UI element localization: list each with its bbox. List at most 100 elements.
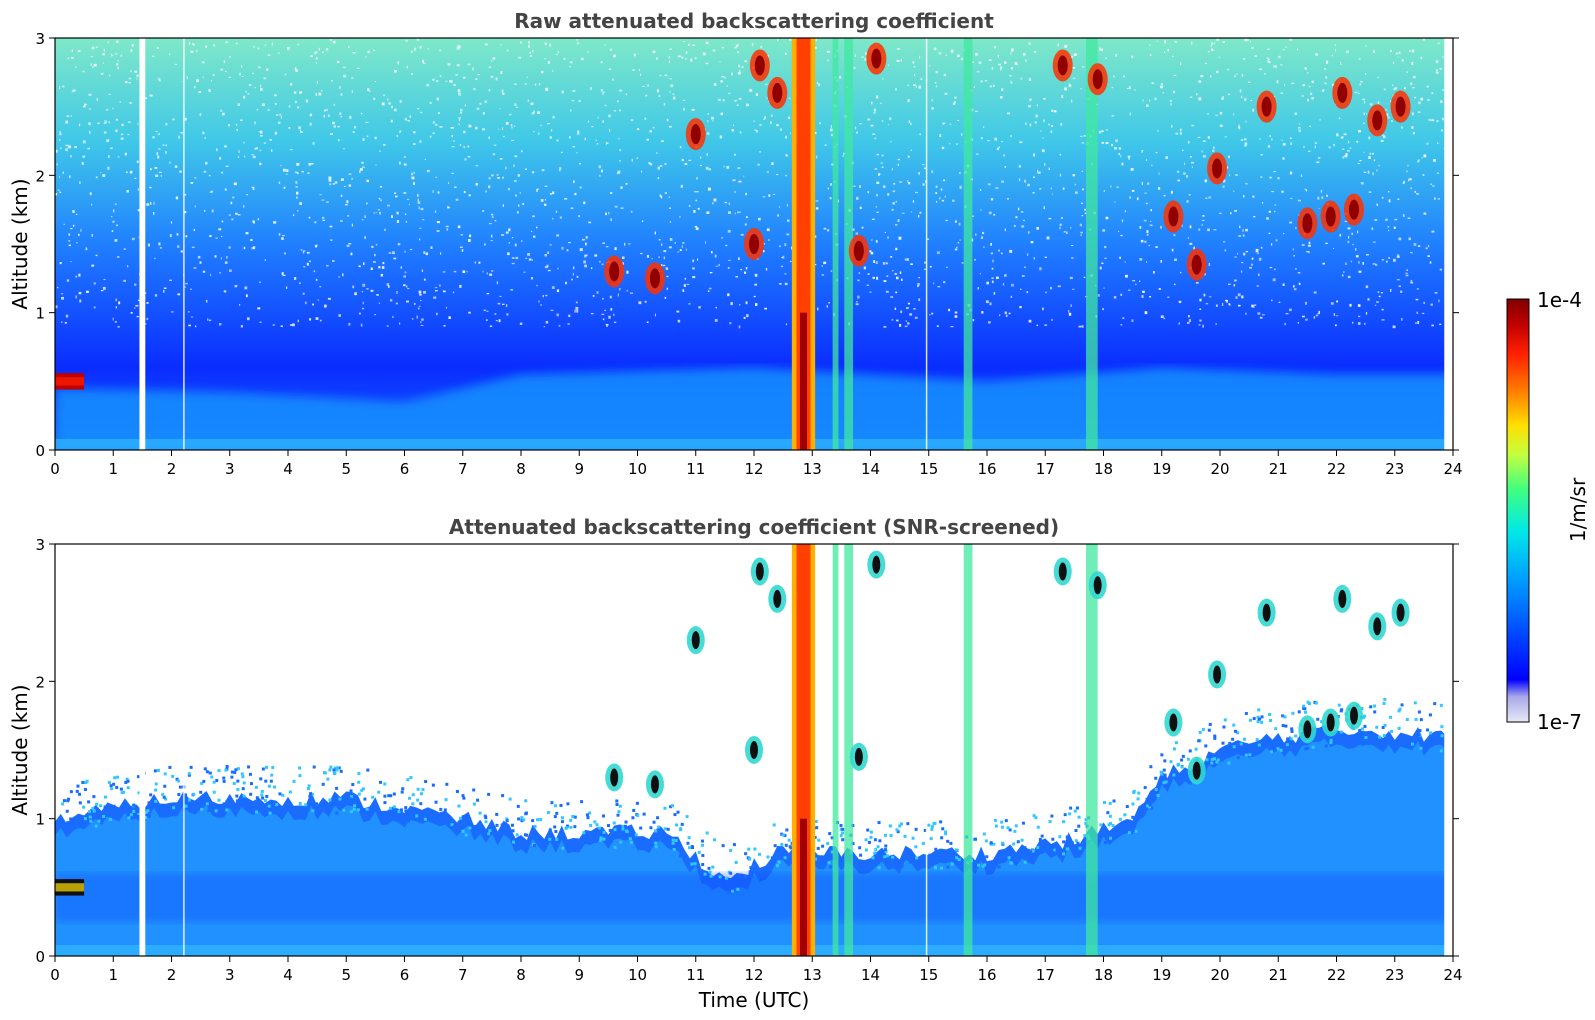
- noise-dot: [1427, 255, 1431, 257]
- noise-dot: [1290, 142, 1292, 145]
- edge-dot: [1036, 825, 1040, 829]
- noise-dot: [1233, 190, 1235, 192]
- noise-dot: [75, 213, 78, 215]
- edge-dot: [410, 813, 414, 817]
- noise-dot: [296, 162, 300, 166]
- noise-dot: [1369, 152, 1371, 155]
- noise-dot: [549, 136, 552, 139]
- noise-dot: [939, 134, 942, 138]
- edge-dot: [1208, 722, 1212, 726]
- noise-dot: [497, 177, 500, 179]
- noise-dot: [425, 252, 429, 256]
- noise-dot: [328, 176, 332, 180]
- edge-dot: [690, 846, 694, 850]
- noise-dot: [95, 176, 98, 179]
- edge-dot: [1077, 824, 1081, 828]
- noise-dot: [449, 80, 451, 83]
- noise-dot: [1255, 251, 1258, 253]
- noise-dot: [1254, 304, 1257, 306]
- noise-dot: [1007, 112, 1011, 115]
- noise-dot: [146, 317, 149, 321]
- edge-dot: [783, 856, 787, 860]
- noise-dot: [579, 162, 581, 165]
- edge-dot: [1381, 725, 1385, 729]
- noise-dot: [484, 100, 487, 103]
- noise-dot: [1242, 234, 1245, 237]
- noise-dot: [602, 93, 604, 95]
- edge-dot: [1255, 738, 1259, 742]
- noise-dot: [1146, 230, 1149, 234]
- noise-dot: [705, 166, 709, 170]
- noise-dot: [1225, 300, 1228, 303]
- noise-dot: [1104, 257, 1107, 259]
- noise-dot: [721, 75, 725, 78]
- noise-dot: [343, 74, 347, 78]
- noise-dot: [1270, 243, 1273, 246]
- noise-dot: [475, 165, 479, 167]
- noise-dot: [609, 295, 612, 299]
- noise-dot: [451, 145, 455, 148]
- noise-dot: [549, 193, 553, 195]
- edge-dot: [215, 778, 219, 782]
- cloud-core: [1191, 254, 1202, 275]
- noise-dot: [259, 149, 262, 152]
- noise-dot: [679, 146, 682, 149]
- noise-dot: [961, 57, 963, 61]
- noise-dot: [396, 211, 399, 215]
- noise-dot: [245, 91, 248, 93]
- noise-dot: [604, 309, 606, 312]
- noise-dot: [284, 73, 287, 76]
- edge-dot: [759, 869, 763, 873]
- noise-dot: [1051, 109, 1054, 112]
- edge-dot: [1023, 846, 1027, 850]
- noise-dot: [537, 132, 540, 135]
- noise-dot: [745, 267, 748, 270]
- noise-dot: [1372, 263, 1376, 265]
- noise-dot: [1413, 242, 1417, 246]
- edge-dot: [1361, 716, 1365, 720]
- noise-dot: [331, 80, 333, 82]
- noise-dot: [855, 303, 859, 306]
- edge-dot: [222, 802, 226, 806]
- noise-dot: [224, 145, 227, 148]
- noise-dot: [491, 216, 494, 218]
- noise-dot: [1072, 77, 1076, 80]
- noise-dot: [694, 57, 697, 60]
- noise-dot: [1070, 55, 1073, 59]
- noise-dot: [1410, 187, 1413, 190]
- noise-dot: [228, 214, 231, 216]
- noise-dot: [1028, 78, 1032, 81]
- noise-dot: [208, 89, 211, 92]
- noise-dot: [1230, 212, 1232, 215]
- edge-dot: [124, 780, 128, 784]
- noise-dot: [1118, 147, 1122, 150]
- noise-dot: [1396, 255, 1400, 258]
- noise-dot: [746, 103, 749, 107]
- noise-dot: [1053, 110, 1057, 113]
- noise-dot: [544, 266, 548, 269]
- edge-dot: [1285, 743, 1289, 747]
- noise-dot: [531, 171, 535, 174]
- noise-dot: [1352, 243, 1354, 246]
- edge-dot: [888, 824, 892, 828]
- edge-dot: [1329, 741, 1333, 745]
- noise-dot: [870, 251, 874, 255]
- edge-dot: [66, 821, 70, 825]
- noise-dot: [1241, 95, 1243, 99]
- noise-dot: [511, 126, 513, 129]
- noise-dot: [597, 116, 599, 119]
- noise-dot: [1408, 178, 1410, 182]
- noise-dot: [251, 246, 255, 250]
- noise-dot: [1120, 293, 1123, 296]
- noise-dot: [404, 250, 406, 253]
- noise-dot: [612, 78, 614, 81]
- noise-dot: [367, 88, 370, 92]
- noise-dot: [526, 76, 528, 78]
- noise-dot: [656, 152, 658, 154]
- noise-dot: [672, 93, 675, 95]
- edge-dot: [1244, 753, 1248, 757]
- cloud-core: [1168, 206, 1179, 227]
- noise-dot: [1010, 134, 1012, 138]
- noise-dot: [777, 39, 779, 42]
- noise-dot: [633, 53, 637, 57]
